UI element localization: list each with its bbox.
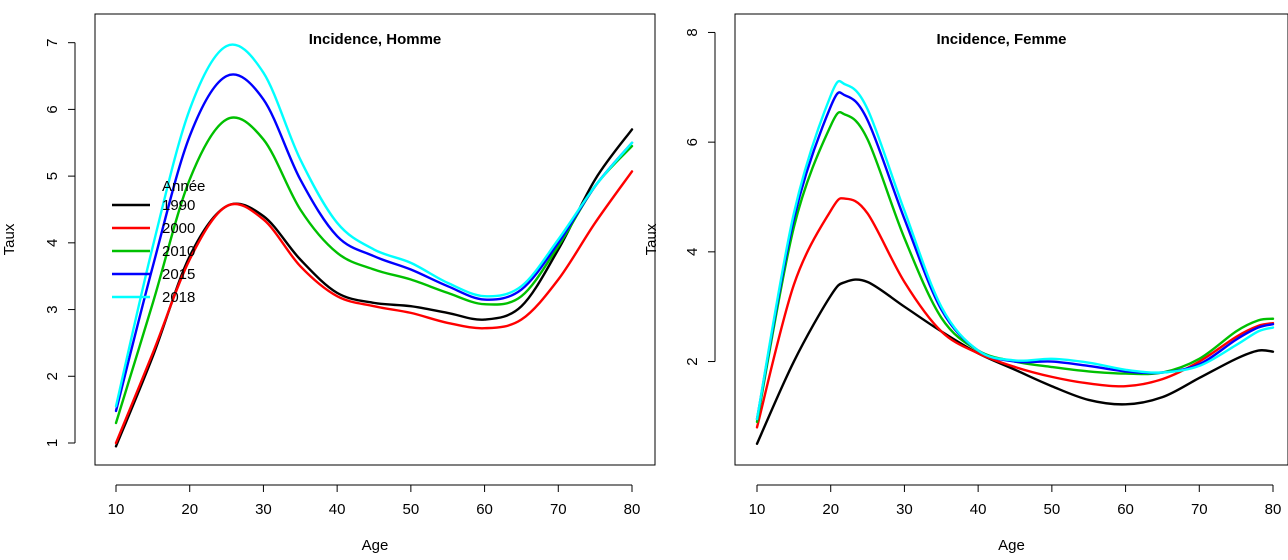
x-tick-label: 70: [550, 501, 567, 518]
x-axis-title: Age: [362, 537, 389, 554]
legend-label: 2010: [162, 243, 195, 260]
series-line-2018: [114, 43, 634, 408]
series-line-2018: [755, 79, 1275, 421]
x-tick-label: 70: [1191, 501, 1208, 518]
series-line-1990: [114, 128, 634, 448]
x-tick-label: 80: [1265, 501, 1282, 518]
plot-frame: [734, 13, 1288, 466]
y-tick-label: 6: [684, 138, 701, 146]
legend-label: 1990: [162, 197, 195, 214]
x-tick-label: 20: [181, 501, 198, 518]
x-tick-label: 20: [822, 501, 839, 518]
y-tick-label: 6: [44, 105, 61, 113]
legend-label: 2000: [162, 220, 195, 237]
y-tick-label: 2: [44, 372, 61, 380]
x-tick-label: 80: [624, 501, 641, 518]
y-tick-label: 8: [684, 28, 701, 36]
x-tick-label: 40: [970, 501, 987, 518]
y-tick-label: 4: [44, 239, 61, 247]
x-tick-label: 50: [1044, 501, 1061, 518]
x-tick-label: 40: [329, 501, 346, 518]
chart-title: Incidence, Femme: [936, 31, 1066, 48]
x-tick-label: 30: [255, 501, 272, 518]
x-tick-label: 50: [403, 501, 420, 518]
x-tick-label: 60: [476, 501, 493, 518]
series-line-2010: [755, 111, 1275, 424]
legend-label: 2018: [162, 289, 195, 306]
x-axis-title: Age: [998, 537, 1025, 554]
x-tick-label: 10: [749, 501, 766, 518]
series-line-2015: [114, 73, 634, 413]
chart-panel-1: 10 20 30 40 50 60 70 80 1 2 3 4 5 6 7 Incidence, Homme A…: [1, 13, 656, 554]
plot-frame: [94, 13, 656, 466]
legend-label: 2015: [162, 266, 195, 283]
series-line-2000: [114, 170, 634, 445]
y-tick-label: 4: [684, 248, 701, 256]
chart-panel-2: 10 20 30 40 50 60 70 80 2 4 6 8 Incidence, Femme Age T…: [643, 13, 1288, 554]
series-line-2010: [114, 116, 634, 425]
y-axis-title: Taux: [1, 223, 18, 255]
y-tick-label: 3: [44, 305, 61, 313]
series-line-1990: [755, 278, 1275, 445]
x-tick-label: 10: [108, 501, 125, 518]
y-axis-title: Taux: [643, 223, 660, 255]
legend-title: Année: [162, 178, 205, 195]
chart-title: Incidence, Homme: [309, 31, 442, 48]
y-tick-label: 5: [44, 172, 61, 180]
x-tick-label: 30: [896, 501, 913, 518]
x-tick-label: 60: [1117, 501, 1134, 518]
y-tick-label: 1: [44, 439, 61, 447]
legend: Année 1990 2000 2010 2015 2018: [112, 178, 205, 306]
y-tick-label: 7: [44, 39, 61, 47]
y-tick-label: 2: [684, 357, 701, 365]
series-line-2000: [755, 197, 1275, 429]
